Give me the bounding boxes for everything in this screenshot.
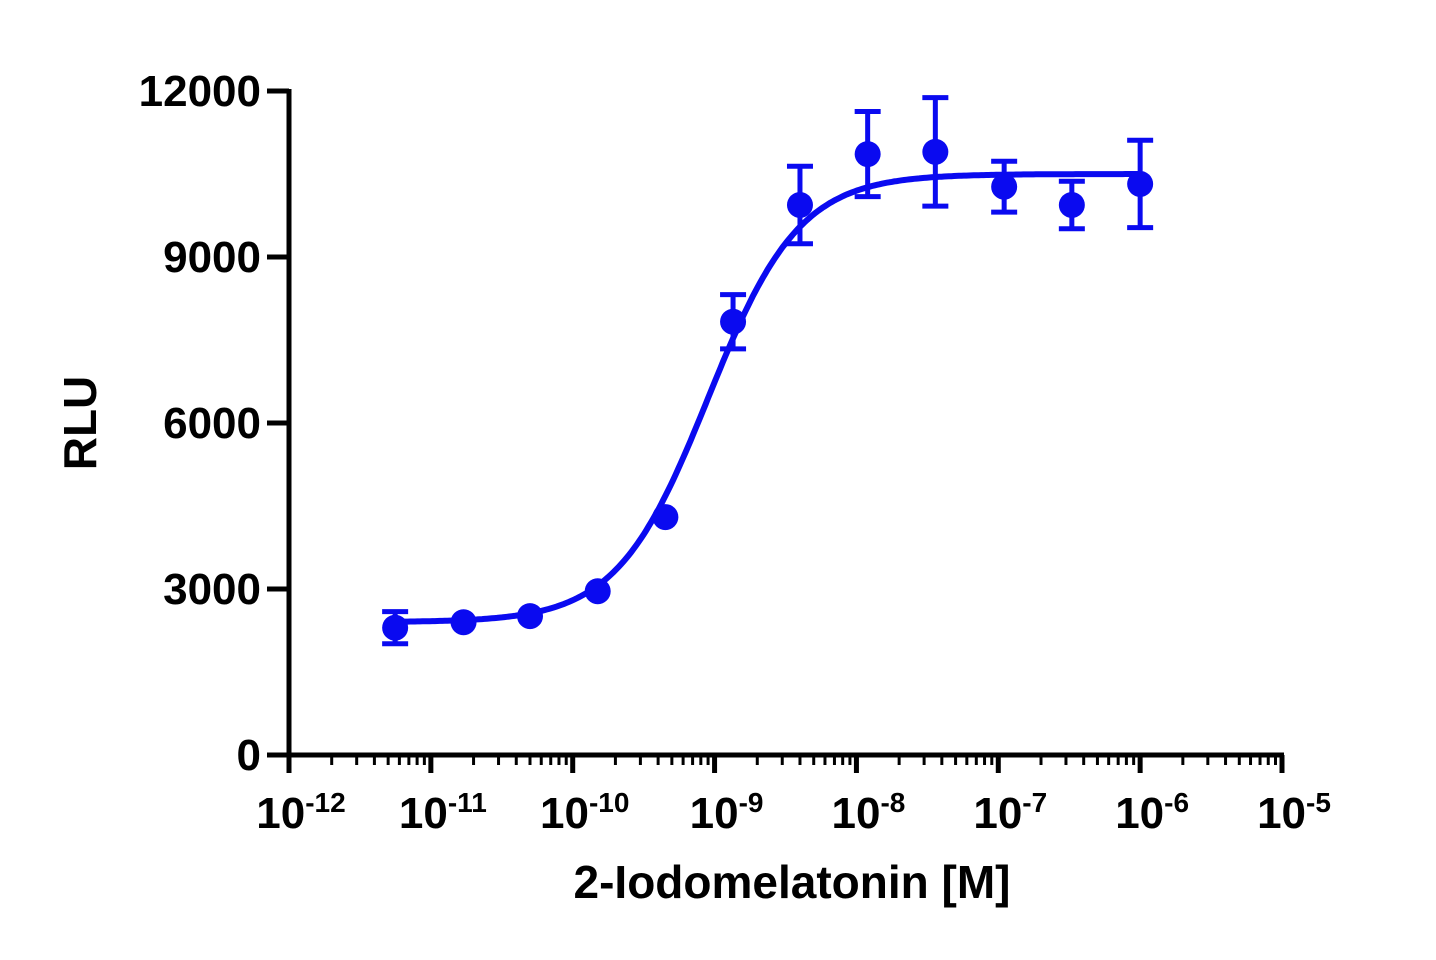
x-axis-label: 2-Iodomelatonin [M] [574, 856, 1011, 908]
x-tick-label: 10-5 [1257, 787, 1331, 838]
data-point [991, 173, 1018, 200]
y-axis-label: RLU [54, 376, 106, 471]
x-tick-label: 10-9 [690, 787, 764, 838]
x-tick-label: 10-7 [973, 787, 1047, 838]
data-point [922, 138, 949, 165]
data-point [1058, 191, 1085, 218]
data-point [720, 308, 747, 335]
y-tick-label: 6000 [163, 399, 261, 448]
data-point [382, 614, 409, 641]
x-tick-label: 10-11 [399, 787, 487, 838]
y-tick-label: 9000 [163, 233, 261, 282]
x-tick-label: 10-6 [1115, 787, 1189, 838]
y-tick-label: 3000 [163, 565, 261, 614]
y-tick-label: 12000 [139, 67, 261, 116]
data-point [786, 191, 813, 218]
data-point [1127, 170, 1154, 197]
fit-curve [395, 171, 1141, 625]
data-point [517, 603, 544, 630]
x-tick-label: 10-10 [540, 787, 629, 838]
data-point [854, 141, 881, 168]
data-point [450, 609, 477, 636]
x-tick-label: 10-12 [256, 787, 345, 838]
x-tick-label: 10-8 [831, 787, 905, 838]
data-point [584, 578, 611, 605]
data-point [652, 504, 679, 531]
y-tick-label: 0 [237, 731, 261, 780]
